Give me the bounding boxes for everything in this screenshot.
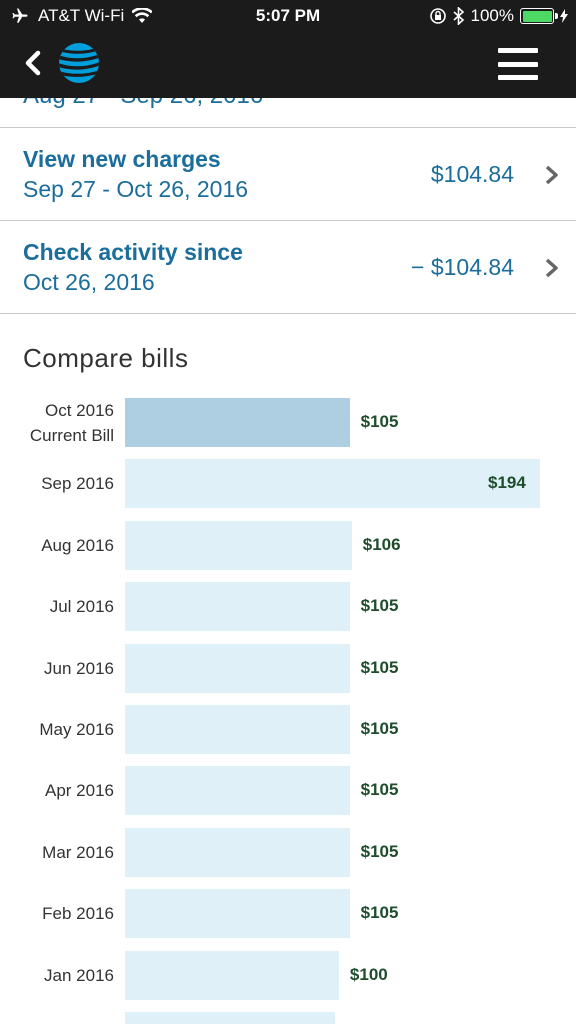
status-bar: AT&T Wi-Fi 5:07 PM 100% <box>0 0 576 32</box>
bar-month: May 2016 <box>39 720 114 739</box>
bar-label: Sep 2016 <box>0 471 114 496</box>
previous-bill-dates: Aug 27 - Sep 26, 2016 <box>23 98 263 110</box>
airplane-icon <box>12 8 28 23</box>
bar-value-label: $105 <box>360 412 399 431</box>
check-activity-row[interactable]: Check activity since Oct 26, 2016 − $104… <box>0 221 576 314</box>
bar-label: Mar 2016 <box>0 840 114 865</box>
bar[interactable] <box>125 950 339 1000</box>
row-dates: Oct 26, 2016 <box>23 269 155 295</box>
rotation-lock-icon <box>429 8 446 24</box>
att-globe-icon <box>59 43 99 83</box>
bar-label: Oct 2016 Current Bill <box>0 398 114 448</box>
bar-month: Sep 2016 <box>41 474 114 494</box>
bar[interactable] <box>125 766 350 816</box>
bar-label: Jun 2016 <box>0 656 114 681</box>
bar-value-label: $105 <box>360 596 399 616</box>
bar-label: May 2016 <box>0 717 114 742</box>
bar-month: Jul 2016 <box>49 597 114 617</box>
row-title: Check activity since <box>23 239 243 265</box>
row-amount: $104.84 <box>430 161 514 187</box>
bar[interactable] <box>125 398 350 447</box>
bar-month: Jun 2016 <box>44 658 114 678</box>
row-dates: Sep 27 - Oct 26, 2016 <box>23 176 249 202</box>
bar-label: Feb 2016 <box>0 901 114 926</box>
row-title: View new charges <box>23 146 221 172</box>
chevron-right-icon <box>545 165 558 185</box>
bar[interactable] <box>125 643 350 693</box>
chevron-right-icon <box>545 258 558 278</box>
bar-sublabel: Current Bill <box>29 425 114 445</box>
bar[interactable] <box>125 889 350 939</box>
bar-month: Aug 2016 <box>41 535 114 555</box>
previous-bill-row[interactable]: Aug 27 - Sep 26, 2016 <box>0 98 576 128</box>
wifi-icon <box>132 8 153 23</box>
compare-bills-title: Compare bills <box>23 343 189 373</box>
bar-value-label: $106 <box>362 534 401 554</box>
carrier-label: AT&T Wi-Fi <box>38 6 125 25</box>
bar-label: Apr 2016 <box>0 778 114 803</box>
bar[interactable] <box>125 520 352 570</box>
bar-value-label: $194 <box>488 473 526 493</box>
hamburger-menu-icon[interactable] <box>498 48 538 80</box>
charging-icon <box>560 9 568 23</box>
bar[interactable] <box>125 582 350 632</box>
app-header: AT&T Wi-Fi 5:07 PM 100% <box>0 0 576 98</box>
bar-value-label: $105 <box>360 903 399 923</box>
bar[interactable] <box>125 459 540 509</box>
bluetooth-icon <box>452 7 464 25</box>
bar[interactable] <box>125 1012 335 1024</box>
bar-value-label: $105 <box>360 841 399 861</box>
bar-label: Jan 2016 <box>0 963 114 988</box>
bar-value-label: $100 <box>349 964 388 984</box>
bar-month: Oct 2016 <box>45 400 114 420</box>
bar-label: Jul 2016 <box>0 594 114 619</box>
battery-percent: 100% <box>470 6 514 25</box>
bar-label: Aug 2016 <box>0 533 114 558</box>
bar-value-label: $105 <box>360 780 399 800</box>
bar-month: Apr 2016 <box>45 781 114 801</box>
bar-value-label: $105 <box>360 657 399 677</box>
bar-month: Feb 2016 <box>42 904 114 924</box>
view-new-charges-row[interactable]: View new charges Sep 27 - Oct 26, 2016 $… <box>0 128 576 221</box>
row-amount: − $104.84 <box>411 254 514 280</box>
chevron-left-icon[interactable] <box>18 48 48 78</box>
clock: 5:07 PM <box>255 6 321 25</box>
bar[interactable] <box>125 705 350 754</box>
bar-month: Mar 2016 <box>42 842 114 862</box>
compare-bills-chart: Oct 2016 Current Bill $105 Sep 2016 $194 Aug … <box>0 390 576 1024</box>
bar-value-label: $105 <box>360 719 399 738</box>
battery-icon <box>520 8 558 24</box>
bar[interactable] <box>125 827 350 877</box>
bar-month: Jan 2016 <box>44 965 114 985</box>
